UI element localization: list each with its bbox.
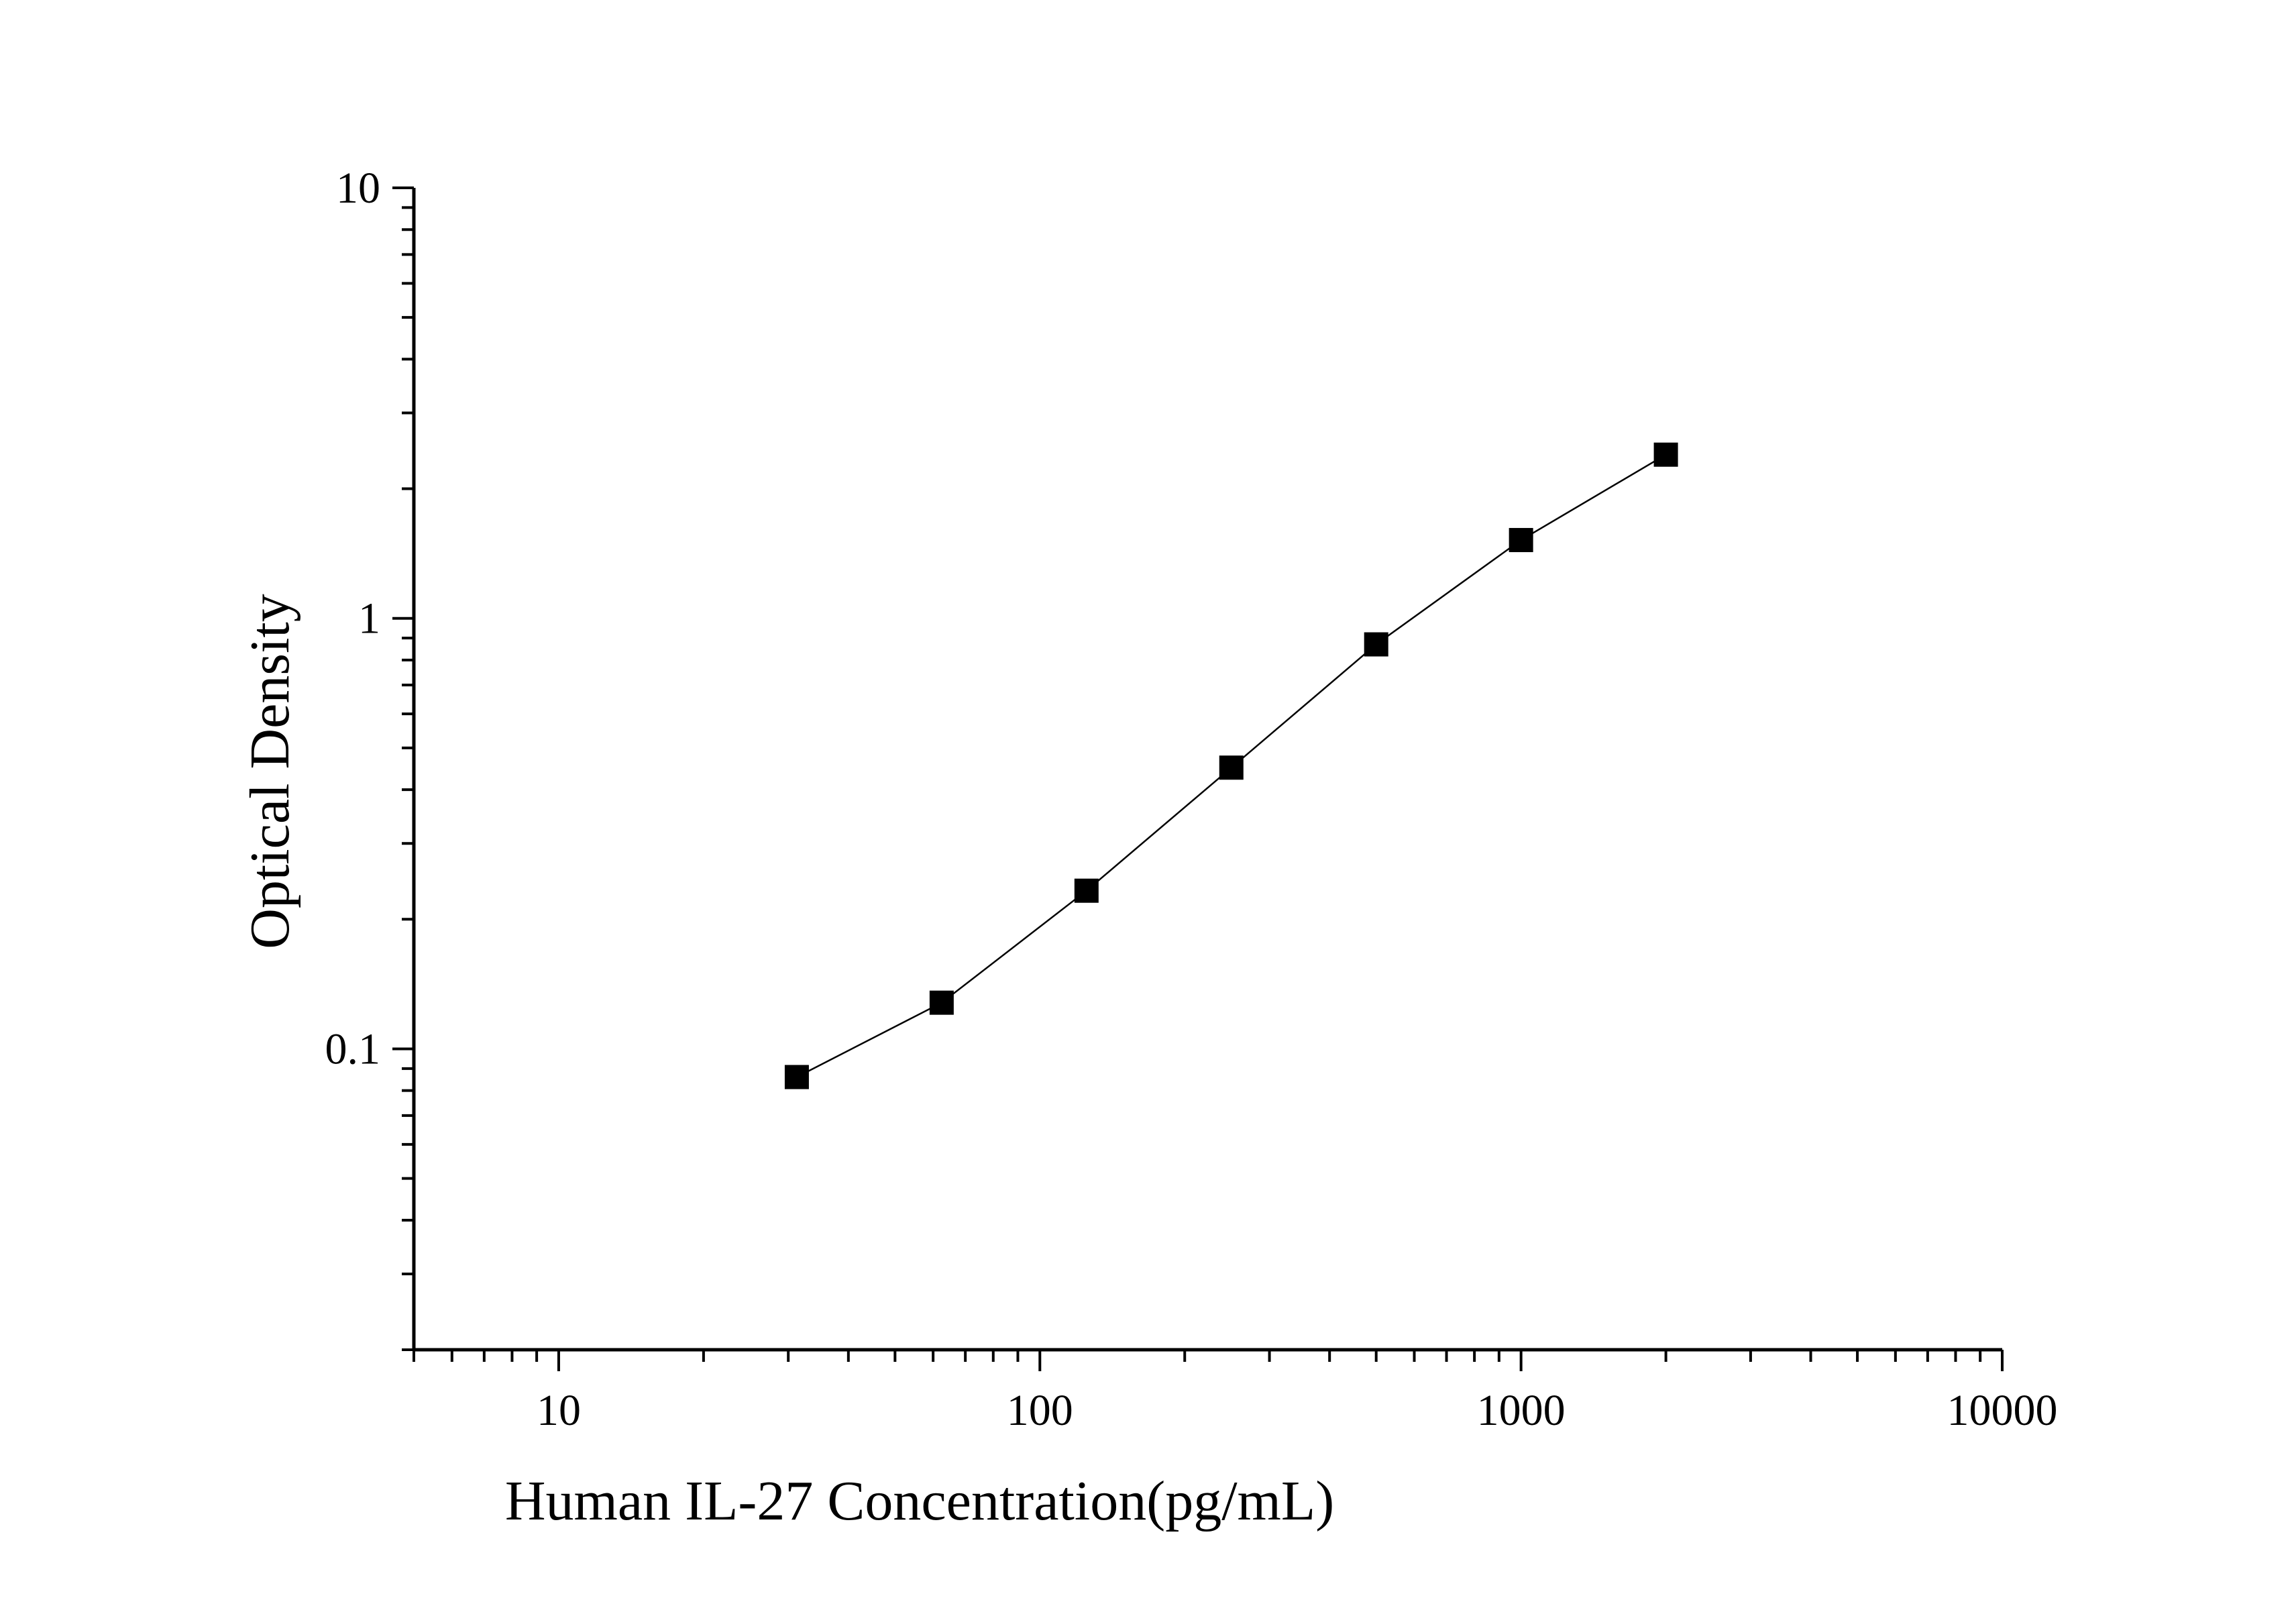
data-point	[1074, 878, 1099, 903]
y-axis: 0.1 1 10	[325, 164, 416, 1351]
x-tick-label: 10000	[1947, 1386, 2058, 1435]
x-tick-label: 1000	[1477, 1386, 1566, 1435]
y-tick-label: 0.1	[325, 1024, 381, 1073]
data-point	[1219, 755, 1244, 780]
data-point	[929, 990, 954, 1015]
y-tick-label: 10	[336, 164, 380, 213]
plot-area	[784, 442, 1678, 1089]
y-axis-title: Optical Density	[239, 594, 301, 949]
x-axis: 10 100 1000 10000	[413, 1348, 2058, 1435]
data-point	[784, 1065, 809, 1089]
x-axis-title: Human IL-27 Concentration(pg/mL)	[505, 1470, 1334, 1532]
data-point	[1364, 632, 1388, 657]
x-tick-label: 10	[537, 1386, 581, 1435]
data-point	[1653, 442, 1678, 467]
data-point	[1509, 528, 1533, 553]
x-tick-label: 100	[1007, 1386, 1073, 1435]
y-tick-label: 1	[358, 594, 380, 643]
